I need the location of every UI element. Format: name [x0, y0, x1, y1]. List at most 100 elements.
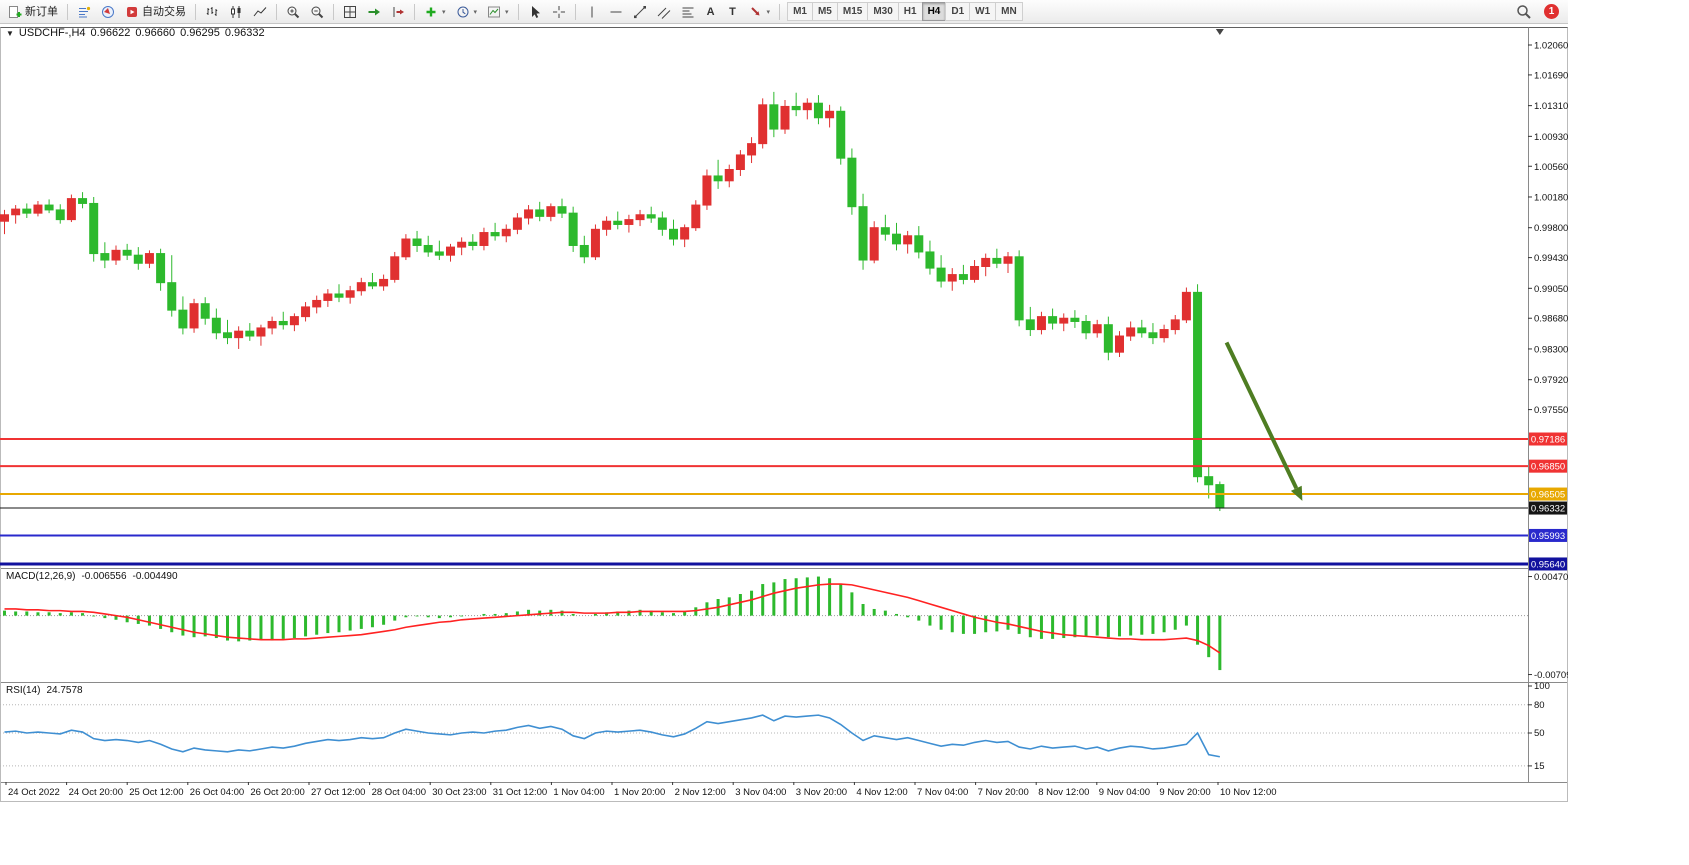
timeframe-button-h1[interactable]: H1 [897, 2, 923, 21]
svg-text:3 Nov 20:00: 3 Nov 20:00 [796, 787, 847, 798]
svg-text:0.98680: 0.98680 [1534, 314, 1568, 325]
trendline-icon [633, 5, 646, 18]
svg-text:0.95993: 0.95993 [1531, 531, 1565, 542]
price-badge-0.96332 [1529, 501, 1567, 515]
tile-windows-button[interactable] [339, 2, 361, 22]
timeframe-button-m30[interactable]: M30 [867, 2, 899, 21]
navigator-icon [102, 5, 114, 18]
auto-scroll-icon [368, 8, 380, 15]
arrow-object-icon [750, 6, 760, 15]
trend-arrow-head[interactable] [1290, 485, 1303, 501]
auto-trading-button[interactable]: 自动交易 [121, 2, 190, 22]
close-value: 0.96332 [224, 27, 265, 39]
svg-text:8 Nov 12:00: 8 Nov 12:00 [1038, 787, 1089, 798]
macd-histogram [3, 576, 1222, 671]
svg-text:7 Nov 20:00: 7 Nov 20:00 [978, 787, 1029, 798]
svg-text:0.99430: 0.99430 [1534, 253, 1568, 264]
new-order-label: 新订单 [25, 5, 58, 18]
rsi-line [4, 714, 1220, 758]
timeframe-button-m5[interactable]: M5 [811, 2, 838, 21]
macd-main-value: -0.006556 [81, 571, 127, 582]
svg-text:2 Nov 12:00: 2 Nov 12:00 [675, 787, 726, 798]
svg-text:0.97550: 0.97550 [1534, 405, 1568, 416]
toolbar-separator [779, 3, 781, 20]
rsi-value: 24.7578 [46, 685, 83, 696]
price-badge-0.95640 [1529, 557, 1567, 571]
svg-text:26 Oct 04:00: 26 Oct 04:00 [190, 787, 244, 798]
zoom-in-button[interactable] [282, 2, 304, 22]
zoom-out-button[interactable] [306, 2, 328, 22]
chart-shift-button[interactable] [387, 2, 409, 22]
svg-text:7 Nov 04:00: 7 Nov 04:00 [917, 787, 968, 798]
horizontal-line-icon [610, 11, 622, 12]
macd-label: MACD(12,26,9) [6, 571, 76, 582]
text-label-tool-button[interactable]: T [723, 2, 743, 22]
crosshair-icon [552, 5, 565, 18]
time-axis[interactable]: 24 Oct 2022 24 Oct 20:00 25 Oct 12:00 26 Oc… [5, 782, 1277, 798]
svg-text:-0.007093: -0.007093 [1534, 670, 1568, 681]
chevron-down-icon: ▾ [442, 8, 446, 16]
price-badge-0.95993 [1529, 528, 1567, 542]
timeframe-button-h4[interactable]: H4 [921, 2, 947, 21]
notification-badge[interactable]: 1 [1544, 4, 1559, 19]
svg-text:10 Nov 12:00: 10 Nov 12:00 [1220, 787, 1277, 798]
text-tool-button[interactable]: A [701, 2, 721, 22]
svg-text:50: 50 [1534, 728, 1545, 739]
timeframe-button-d1[interactable]: D1 [945, 2, 971, 21]
fibonacci-tool-button[interactable] [677, 2, 699, 22]
toolbar-separator [276, 3, 277, 20]
one-click-triangle-icon[interactable]: ▼ [6, 29, 14, 38]
svg-text:1.00930: 1.00930 [1534, 132, 1568, 143]
cursor-tool-button[interactable] [524, 2, 546, 22]
svg-text:3 Nov 04:00: 3 Nov 04:00 [735, 787, 786, 798]
auto-scroll-button[interactable] [363, 2, 385, 22]
chart-shift-marker[interactable] [1215, 29, 1224, 35]
periods-button[interactable]: ▾ [452, 2, 482, 22]
market-watch-button[interactable] [73, 2, 95, 22]
line-chart-mode-button[interactable] [249, 2, 271, 22]
candlestick-mode-button[interactable] [225, 2, 247, 22]
vertical-line-tool-button[interactable] [581, 2, 603, 22]
template-icon [488, 6, 501, 17]
price-axis[interactable]: 1.02060 1.01690 1.01310 1.00930 1.00560 1.001… [1528, 41, 1568, 417]
candlestick-series [0, 91, 1225, 512]
text-tool-icon: A [706, 5, 715, 18]
svg-text:0.96332: 0.96332 [1531, 504, 1565, 515]
trend-arrow[interactable] [1224, 341, 1299, 490]
templates-button[interactable]: ▾ [483, 2, 513, 22]
chart-canvas[interactable]: 1.02060 1.01690 1.01310 1.00930 1.00560 1.001… [0, 24, 1568, 804]
tile-windows-icon [344, 5, 356, 18]
rsi-label: RSI(14) [6, 685, 41, 696]
price-badge-0.97186 [1529, 432, 1567, 446]
horizontal-line-tool-button[interactable] [605, 2, 627, 22]
channel-tool-button[interactable] [653, 2, 675, 22]
navigator-button[interactable] [97, 2, 119, 22]
svg-text:1.02060: 1.02060 [1534, 41, 1568, 52]
toolbar-separator [333, 3, 334, 20]
crosshair-tool-button[interactable] [548, 2, 570, 22]
timeframe-button-m1[interactable]: M1 [787, 2, 813, 21]
toolbar-right: 1 [1512, 2, 1564, 22]
svg-text:25 Oct 12:00: 25 Oct 12:00 [129, 787, 183, 798]
candlestick-icon [231, 5, 241, 18]
macd-signal-line [4, 583, 1221, 654]
svg-text:0.99800: 0.99800 [1534, 223, 1568, 234]
svg-text:1.00560: 1.00560 [1534, 162, 1568, 173]
search-button[interactable] [1512, 2, 1535, 22]
timeframe-button-w1[interactable]: W1 [969, 2, 997, 21]
toolbar-separator [195, 3, 196, 20]
new-order-button[interactable]: 新订单 [4, 2, 62, 22]
arrows-tool-button[interactable]: ▾ [745, 2, 775, 22]
timeframe-button-m15[interactable]: M15 [836, 2, 869, 21]
svg-text:28 Oct 04:00: 28 Oct 04:00 [372, 787, 426, 798]
price-badge-0.96505 [1529, 487, 1567, 501]
timeframe-button-mn[interactable]: MN [995, 2, 1023, 21]
auto-trading-icon [127, 6, 137, 17]
channel-icon [657, 7, 670, 19]
svg-text:1 Nov 04:00: 1 Nov 04:00 [553, 787, 604, 798]
trendline-tool-button[interactable] [629, 2, 651, 22]
bar-chart-mode-button[interactable] [201, 2, 223, 22]
svg-text:0.98300: 0.98300 [1534, 344, 1568, 355]
indicators-button[interactable]: ▾ [420, 2, 450, 22]
